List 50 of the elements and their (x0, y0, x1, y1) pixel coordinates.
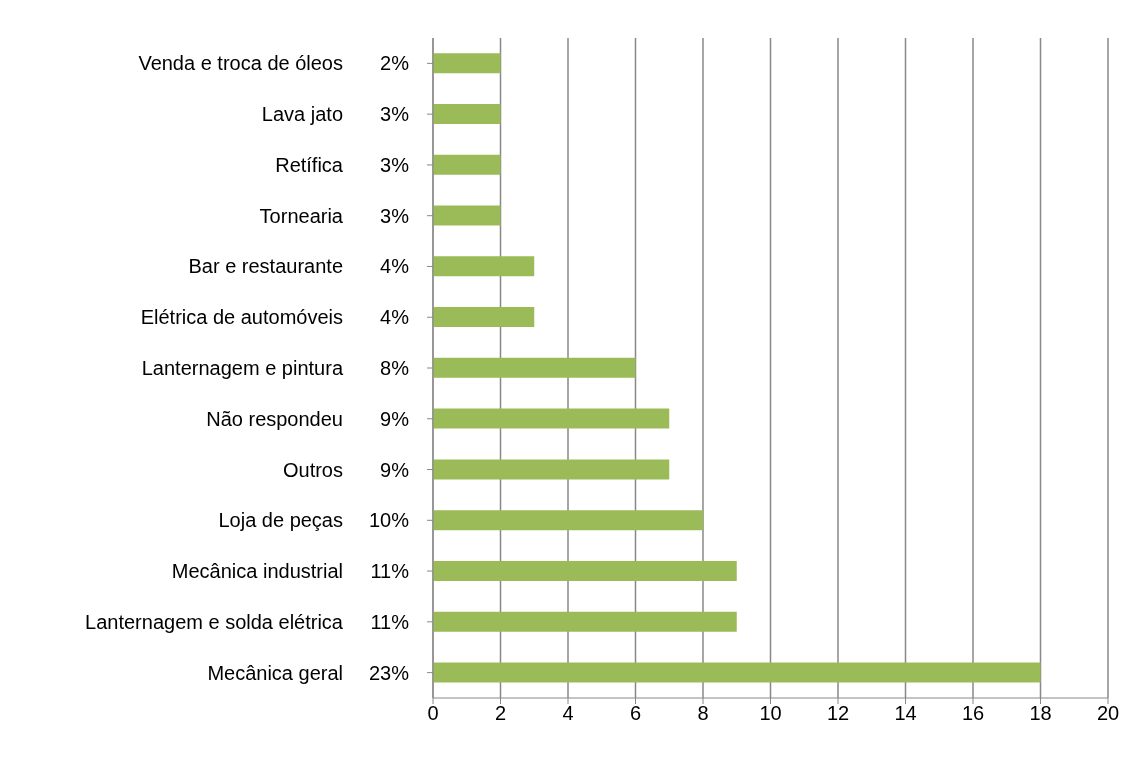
y-tick-label: Lanternagem e pintura (141, 357, 344, 379)
bar (433, 459, 670, 480)
text: 9% (380, 407, 410, 430)
bar (433, 357, 636, 378)
bar (433, 408, 670, 429)
text: 3% (380, 153, 410, 176)
y-tick-label: Bar e restaurante (188, 255, 343, 278)
y-tick-label: Não respondeu (206, 407, 343, 430)
x-tick-label: 16 (961, 702, 985, 725)
bar (433, 205, 501, 226)
bar (433, 307, 535, 328)
text: 11% (370, 610, 410, 633)
x-tick-label: 12 (826, 702, 850, 725)
bar (433, 662, 1041, 683)
bar (433, 611, 737, 632)
text: 10% (368, 509, 410, 532)
y-tick-label: Tornearia (259, 204, 344, 227)
text: 3% (380, 103, 410, 126)
x-tick-label: 10 (759, 702, 782, 725)
text: 23% (368, 661, 410, 684)
y-tick-label: Retífica (275, 153, 344, 176)
bar (433, 560, 737, 581)
bar (433, 510, 703, 531)
text: 2% (380, 52, 410, 75)
bar (433, 104, 501, 124)
text: 4% (380, 306, 410, 329)
x-tick-label: 20 (1096, 702, 1120, 725)
x-tick-label: 18 (1029, 702, 1052, 725)
bar (433, 154, 501, 175)
x-tick-label: 2 (494, 702, 507, 725)
x-tick-label: 14 (894, 702, 917, 725)
x-tick-label: 6 (629, 702, 642, 725)
y-tick-label: Outros (282, 458, 343, 481)
y-tick-label: Lanternagem e solda elétrica (85, 610, 344, 633)
text: 4% (380, 255, 410, 278)
x-tick-label: 4 (562, 702, 574, 725)
x-tick-label: 8 (697, 702, 709, 725)
bar (433, 256, 535, 277)
text: 9% (380, 458, 410, 481)
y-tick-label: Mecânica industrial (171, 560, 343, 583)
text: 11% (370, 560, 410, 583)
bar (433, 53, 501, 74)
y-tick-label: Elétrica de automóveis (140, 306, 343, 329)
y-tick-label: Lava jato (261, 103, 343, 126)
text: 8% (380, 357, 410, 379)
y-tick-label: Venda e troca de óleos (138, 52, 343, 75)
x-tick-label: 0 (427, 702, 439, 725)
y-tick-label: Loja de peças (218, 509, 343, 532)
text: 3% (380, 204, 410, 227)
y-tick-label: Mecânica geral (207, 661, 343, 684)
